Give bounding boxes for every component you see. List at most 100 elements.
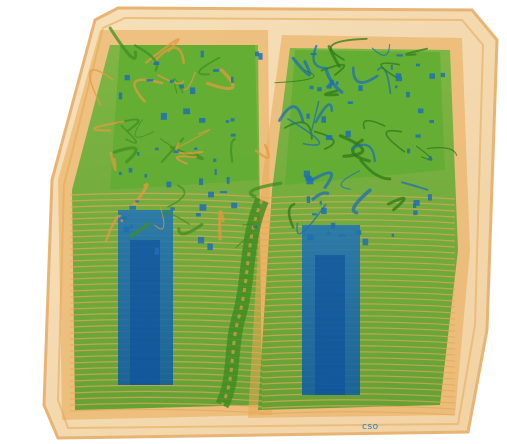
component-blob [253, 225, 258, 229]
component-blob [391, 233, 395, 237]
wire [198, 56, 221, 76]
right-dense-core-deep [315, 255, 345, 395]
component-blob [146, 79, 154, 82]
layer-band-left [69, 408, 263, 414]
component-blob [230, 118, 235, 122]
wire [169, 146, 204, 160]
wire [274, 69, 315, 84]
component-blob [199, 178, 204, 185]
wire [112, 146, 138, 164]
component-blob [137, 152, 140, 156]
wire [359, 158, 392, 181]
component-blob [166, 181, 172, 188]
wire [175, 128, 211, 150]
component-blob [305, 175, 312, 181]
layer-band-left [69, 204, 263, 210]
component-blob [194, 147, 198, 150]
wire [154, 206, 165, 230]
wire [386, 196, 406, 212]
component-blob [155, 147, 159, 151]
component-blob [312, 213, 318, 216]
component-blob [413, 203, 417, 208]
component-blob [415, 63, 420, 67]
wire [206, 68, 235, 91]
wire [311, 100, 320, 131]
wire [184, 71, 196, 91]
component-blob [255, 51, 260, 57]
component-blob [183, 108, 190, 115]
wire [120, 124, 137, 144]
component-blob [207, 243, 213, 251]
component-blob [208, 191, 214, 198]
component-blob [231, 202, 238, 209]
component-blob [356, 230, 362, 235]
component-blob [303, 170, 310, 178]
component-blob [418, 108, 424, 114]
component-blob [179, 84, 184, 89]
component-blob [170, 207, 175, 211]
component-blob [427, 194, 432, 201]
component-blob [440, 72, 445, 78]
component-blob [190, 87, 196, 95]
component-blob [199, 118, 206, 123]
wire [380, 62, 401, 79]
wire [287, 118, 321, 146]
component-blob [118, 92, 123, 100]
component-blob [144, 174, 148, 178]
component-blob [321, 207, 327, 215]
component-blob [220, 191, 228, 194]
component-blob [214, 169, 217, 175]
component-blob [396, 54, 403, 57]
wire [157, 74, 185, 85]
wire [313, 130, 335, 150]
wire [296, 203, 327, 235]
layer-band-right [261, 399, 456, 404]
component-blob [230, 133, 236, 137]
component-blob [327, 231, 330, 235]
layer-band-left [69, 192, 263, 198]
layer-band-right [261, 219, 456, 224]
component-blob [395, 85, 398, 89]
component-blob [317, 87, 322, 92]
component-blob [196, 213, 201, 217]
component-blob [407, 148, 411, 154]
component-blob [306, 177, 314, 185]
component-blob [395, 73, 402, 78]
wire [362, 119, 386, 130]
wire [108, 26, 138, 60]
component-blob [347, 101, 353, 104]
component-blob [429, 120, 434, 124]
component-blob [329, 79, 334, 86]
wire [175, 155, 197, 165]
component-blob [326, 85, 332, 89]
wire [162, 210, 190, 225]
wire [385, 129, 406, 153]
component-blob [169, 79, 174, 83]
component-blob [390, 64, 393, 70]
wire [338, 134, 365, 158]
component-blob [135, 200, 139, 203]
wire [287, 202, 296, 229]
wire [371, 44, 391, 56]
left-dense-core-deep [130, 240, 160, 385]
component-blob [306, 113, 310, 119]
wire [330, 37, 368, 61]
component-blob [128, 167, 133, 173]
wire [254, 143, 271, 159]
component-blob [358, 85, 363, 91]
component-blob [200, 50, 204, 58]
wire [177, 223, 204, 236]
wire [401, 181, 429, 191]
layer-band-right [261, 405, 456, 410]
component-blob [338, 234, 346, 237]
component-blob [213, 69, 219, 72]
wire [248, 181, 283, 199]
corner-mark: cso [362, 422, 379, 432]
component-blob [321, 116, 326, 123]
component-blob [335, 81, 339, 85]
component-blob [129, 205, 136, 210]
wire [134, 119, 154, 138]
component-blob [119, 216, 127, 220]
layer-band-right [261, 207, 456, 212]
